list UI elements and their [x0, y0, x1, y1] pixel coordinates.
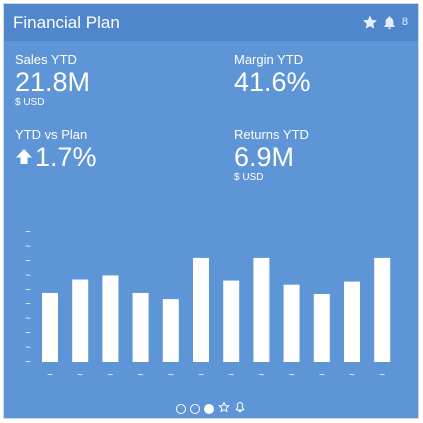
kpi-unit: $ USD: [234, 172, 264, 184]
kpi-ytd-vs-plan: YTD vs Plan 1.7%: [15, 127, 97, 171]
arrow-up-icon: [15, 143, 33, 171]
star-outline-icon[interactable]: [218, 400, 230, 418]
bar-chart: ~ ~ ~ ~ ~ ~ ~ ~ ~ ~ ~ ~ ~ ~ ~ ~ ~ ~ ~ ~ ~ ~: [25, 227, 391, 381]
kpi-label: Margin YTD: [234, 52, 304, 67]
bar[interactable]: [102, 275, 119, 362]
header-actions: 8: [362, 14, 408, 30]
x-tick-label: ~: [379, 370, 385, 381]
pager: [4, 400, 418, 418]
kpi-margin-ytd: Margin YTD 41.6%: [234, 52, 311, 96]
kpi-label: Returns YTD: [234, 127, 309, 142]
kpi-label: Sales YTD: [15, 52, 77, 67]
kpi-value: 1.7%: [35, 142, 97, 172]
kpi-unit: $ USD: [15, 97, 45, 109]
y-tick-label: ~: [25, 241, 31, 252]
kpi-value-row: 1.7%: [15, 143, 97, 171]
bar[interactable]: [42, 292, 58, 362]
pager-dot-3[interactable]: [204, 404, 214, 414]
bar[interactable]: [132, 292, 149, 362]
kpi-value: 41.6%: [234, 67, 311, 97]
pager-dot-1[interactable]: [176, 404, 186, 414]
x-tick-label: ~: [258, 370, 264, 381]
x-tick-label: ~: [289, 370, 295, 381]
x-tick-label: ~: [198, 370, 204, 381]
notification-count: 8: [401, 16, 408, 28]
x-tick-label: ~: [168, 370, 174, 381]
bar[interactable]: [223, 280, 240, 362]
financial-plan-card: Financial Plan 8 Sales YTD 21.8M $ USD M…: [3, 3, 419, 419]
y-tick-label: ~: [25, 285, 31, 296]
bar[interactable]: [162, 299, 179, 362]
star-icon[interactable]: [362, 14, 378, 30]
card-title: Financial Plan: [13, 13, 120, 32]
y-tick-label: ~: [25, 314, 31, 325]
y-tick-label: ~: [25, 256, 31, 267]
x-tick-label: ~: [138, 370, 144, 381]
x-tick-label: ~: [47, 370, 53, 381]
y-tick-label: ~: [25, 270, 31, 281]
x-tick-label: ~: [228, 370, 234, 381]
x-tick-label: ~: [349, 370, 355, 381]
x-tick-label: ~: [319, 370, 325, 381]
y-tick-label: ~: [25, 343, 31, 354]
pager-dot-2[interactable]: [190, 404, 200, 414]
bar[interactable]: [72, 279, 89, 362]
bar[interactable]: [313, 293, 330, 362]
card-header: Financial Plan 8: [4, 4, 418, 41]
y-tick-label: ~: [25, 328, 31, 339]
bar[interactable]: [253, 257, 270, 362]
bar[interactable]: [283, 284, 300, 362]
kpi-sales-ytd: Sales YTD 21.8M $ USD: [15, 52, 90, 108]
x-tick-label: ~: [107, 370, 113, 381]
y-tick-label: ~: [25, 299, 31, 310]
y-tick-label: ~: [25, 357, 31, 368]
bar[interactable]: [374, 257, 391, 362]
x-tick-label: ~: [77, 370, 83, 381]
bell-icon[interactable]: [382, 15, 397, 30]
kpi-returns-ytd: Returns YTD 6.9M $ USD: [234, 127, 309, 183]
bar[interactable]: [344, 281, 360, 362]
y-tick-label: ~: [25, 227, 31, 238]
kpi-label: YTD vs Plan: [15, 127, 88, 142]
bell-outline-icon[interactable]: [234, 400, 246, 418]
kpi-value: 21.8M: [15, 67, 91, 97]
kpi-value: 6.9M: [234, 142, 295, 172]
bar[interactable]: [193, 257, 209, 362]
